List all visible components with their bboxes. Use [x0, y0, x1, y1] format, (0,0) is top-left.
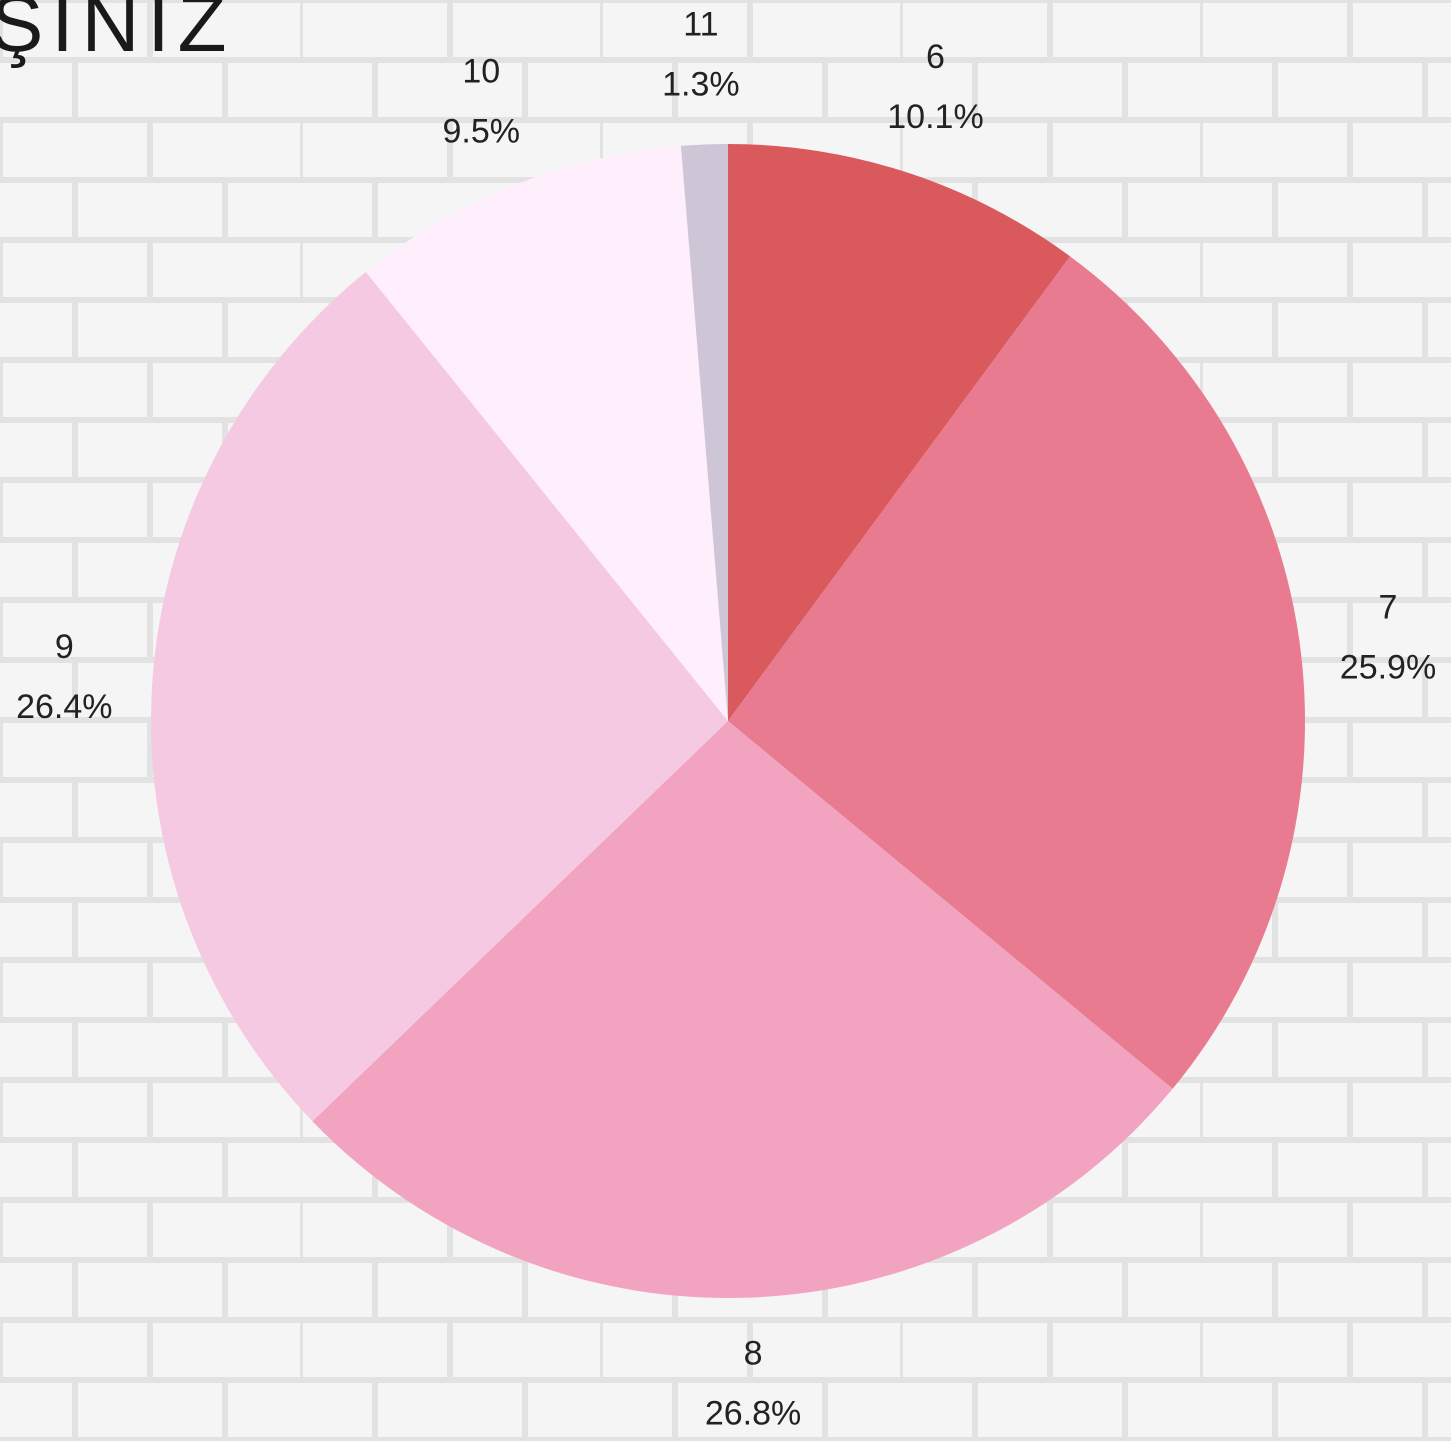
slice-category-label: 9 — [55, 628, 74, 666]
slice-value-label: 9.5% — [443, 112, 521, 150]
chart: ŞINIZ 6 10.1% 7 25.9% 8 26.8% 9 26.4% 10 9.5% 11 1.… — [0, 0, 1451, 1441]
slice-value-label: 10.1% — [887, 98, 983, 136]
chart-title: ŞINIZ — [0, 0, 234, 68]
slice-category-label: 8 — [744, 1335, 763, 1373]
slice-category-label: 7 — [1379, 589, 1398, 627]
slice-value-label: 25.9% — [1340, 649, 1436, 687]
slice-category-label: 11 — [683, 6, 718, 44]
slice-category-label: 10 — [462, 52, 500, 90]
slice-category-label: 6 — [926, 38, 945, 76]
slice-value-label: 26.8% — [705, 1395, 801, 1433]
slice-value-label: 1.3% — [662, 66, 740, 104]
page: ŞINIZ 6 10.1% 7 25.9% 8 26.8% 9 26.4% 10 9.5% 11 1.… — [0, 0, 1451, 1441]
slice-value-label: 26.4% — [16, 688, 112, 726]
